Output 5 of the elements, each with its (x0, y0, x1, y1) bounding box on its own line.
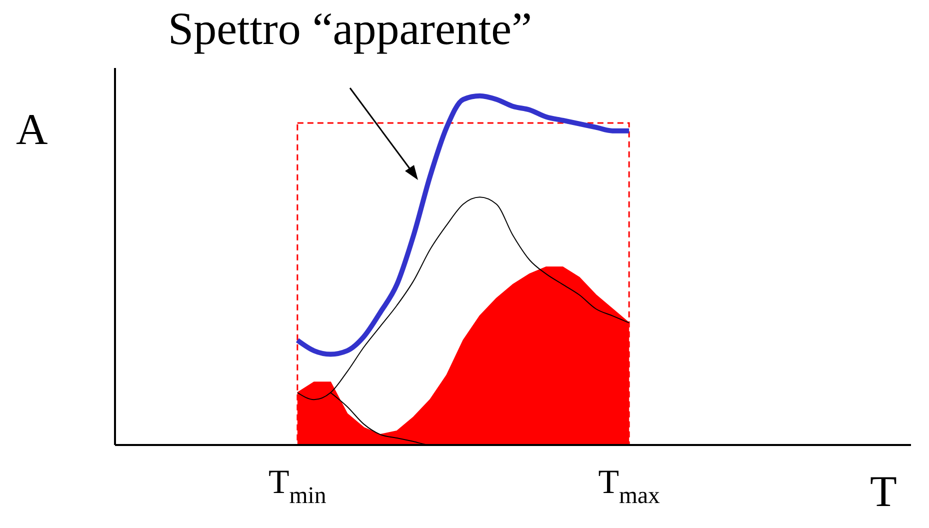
x-tick-label: T$_{min}$ (268, 464, 326, 509)
y-axis-title: A (16, 104, 48, 155)
text: Spettro “apparente” (168, 2, 532, 55)
x-axis-title: T (870, 466, 897, 517)
x-tick-label: T$_{max}$ (598, 464, 660, 509)
